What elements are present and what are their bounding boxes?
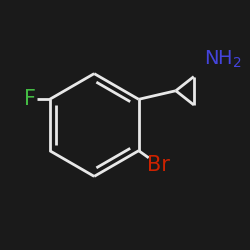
Text: NH$_2$: NH$_2$ [204,49,242,70]
Text: F: F [24,89,36,109]
Text: Br: Br [147,155,170,175]
